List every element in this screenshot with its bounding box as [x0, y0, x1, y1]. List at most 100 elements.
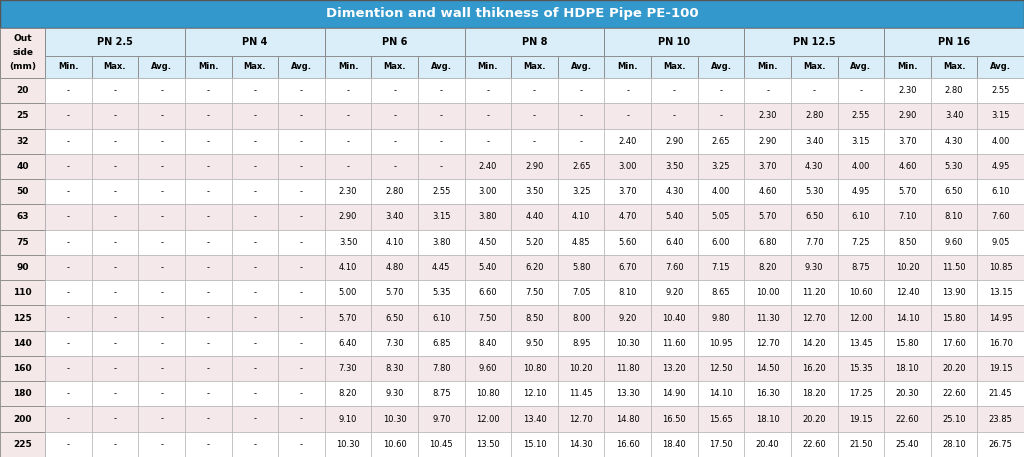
- Bar: [977, 280, 1024, 305]
- Bar: [325, 406, 372, 432]
- Text: Dimention and wall thikness of HDPE Pipe PE-100: Dimention and wall thikness of HDPE Pipe…: [326, 7, 698, 21]
- Bar: [977, 179, 1024, 204]
- Text: 110: 110: [13, 288, 32, 297]
- Text: -: -: [67, 440, 70, 449]
- Bar: [138, 381, 185, 406]
- Bar: [651, 154, 697, 179]
- Text: 3.40: 3.40: [945, 112, 964, 120]
- Bar: [138, 280, 185, 305]
- Bar: [791, 78, 838, 103]
- Text: 3.00: 3.00: [618, 162, 637, 171]
- Bar: [884, 103, 931, 128]
- Text: 4.30: 4.30: [805, 162, 823, 171]
- Text: 125: 125: [13, 314, 32, 323]
- Text: 28.10: 28.10: [942, 440, 966, 449]
- Bar: [558, 432, 604, 457]
- Text: 5.80: 5.80: [571, 263, 591, 272]
- Text: 9.80: 9.80: [712, 314, 730, 323]
- Bar: [744, 432, 791, 457]
- Text: PN 8: PN 8: [522, 37, 547, 47]
- Bar: [791, 103, 838, 128]
- Bar: [604, 103, 651, 128]
- Bar: [231, 381, 279, 406]
- Bar: [511, 331, 558, 356]
- Bar: [279, 381, 325, 406]
- Bar: [0, 280, 45, 305]
- Bar: [977, 255, 1024, 280]
- Bar: [372, 179, 418, 204]
- Text: 8.40: 8.40: [478, 339, 498, 348]
- Bar: [651, 280, 697, 305]
- Text: -: -: [207, 238, 210, 247]
- Text: 50: 50: [16, 187, 29, 196]
- Bar: [744, 204, 791, 229]
- Bar: [279, 406, 325, 432]
- Bar: [791, 280, 838, 305]
- Text: -: -: [114, 213, 117, 222]
- Bar: [511, 255, 558, 280]
- Text: 3.50: 3.50: [666, 162, 684, 171]
- Text: -: -: [160, 364, 163, 373]
- Text: 16.70: 16.70: [989, 339, 1013, 348]
- Bar: [231, 179, 279, 204]
- Bar: [838, 331, 884, 356]
- Text: 7.60: 7.60: [665, 263, 684, 272]
- Text: -: -: [67, 86, 70, 95]
- Bar: [511, 406, 558, 432]
- Text: 9.70: 9.70: [432, 414, 451, 424]
- Bar: [92, 305, 138, 331]
- Text: -: -: [439, 162, 442, 171]
- Bar: [372, 432, 418, 457]
- Bar: [791, 432, 838, 457]
- Bar: [931, 229, 977, 255]
- Bar: [884, 78, 931, 103]
- Bar: [185, 255, 231, 280]
- Bar: [325, 179, 372, 204]
- Text: 13.90: 13.90: [942, 288, 966, 297]
- Text: -: -: [67, 112, 70, 120]
- Bar: [744, 331, 791, 356]
- Bar: [92, 103, 138, 128]
- Bar: [977, 229, 1024, 255]
- Bar: [604, 280, 651, 305]
- Text: 5.60: 5.60: [618, 238, 637, 247]
- Text: 4.95: 4.95: [852, 187, 870, 196]
- Bar: [697, 229, 744, 255]
- Bar: [884, 204, 931, 229]
- Bar: [511, 154, 558, 179]
- Text: -: -: [580, 86, 583, 95]
- Text: 3.70: 3.70: [759, 162, 777, 171]
- Text: 5.40: 5.40: [666, 213, 684, 222]
- Text: -: -: [393, 137, 396, 146]
- Text: -: -: [253, 440, 256, 449]
- Text: -: -: [67, 364, 70, 373]
- Text: 10.30: 10.30: [383, 414, 407, 424]
- Bar: [185, 305, 231, 331]
- Bar: [0, 331, 45, 356]
- Text: 6.50: 6.50: [945, 187, 964, 196]
- Text: 4.10: 4.10: [339, 263, 357, 272]
- Text: 6.70: 6.70: [618, 263, 637, 272]
- Text: -: -: [346, 137, 349, 146]
- Text: -: -: [160, 288, 163, 297]
- Text: 20.30: 20.30: [896, 389, 920, 399]
- Text: 12.70: 12.70: [756, 339, 779, 348]
- Text: -: -: [67, 263, 70, 272]
- Bar: [138, 154, 185, 179]
- Bar: [231, 305, 279, 331]
- Bar: [231, 154, 279, 179]
- Bar: [651, 128, 697, 154]
- Text: -: -: [534, 137, 536, 146]
- Text: 9.20: 9.20: [618, 314, 637, 323]
- Bar: [744, 179, 791, 204]
- Text: 20: 20: [16, 86, 29, 95]
- Bar: [418, 432, 465, 457]
- Bar: [558, 179, 604, 204]
- Text: 2.90: 2.90: [759, 137, 777, 146]
- Bar: [884, 56, 931, 78]
- Bar: [138, 305, 185, 331]
- Bar: [558, 128, 604, 154]
- Text: -: -: [300, 288, 303, 297]
- Bar: [604, 381, 651, 406]
- Bar: [697, 204, 744, 229]
